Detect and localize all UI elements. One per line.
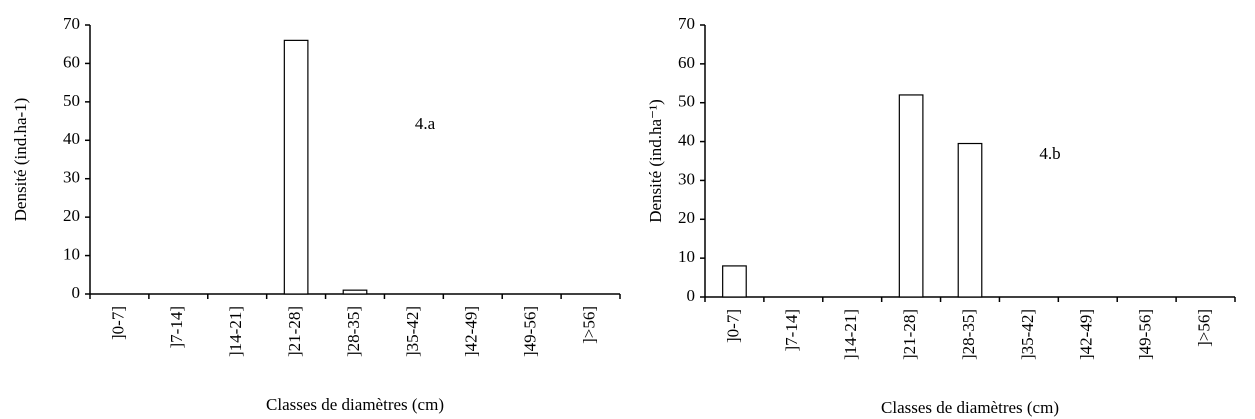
y-tick-label: 0 bbox=[72, 283, 81, 302]
bar bbox=[283, 39, 309, 295]
x-tick-label: ]7-14] bbox=[167, 306, 186, 348]
y-tick-label: 30 bbox=[678, 169, 695, 188]
y-tick-label: 60 bbox=[63, 52, 80, 71]
x-tick-label: ]28-35] bbox=[344, 306, 363, 357]
x-tick-label: ]>56] bbox=[579, 306, 598, 344]
y-tick-label: 30 bbox=[63, 168, 80, 187]
x-tick-label: ]14-21] bbox=[841, 309, 860, 360]
x-tick-label: ]42-49] bbox=[462, 306, 481, 357]
bar bbox=[957, 142, 983, 298]
y-axis-title: Densité (ind.ha⁻¹) bbox=[646, 99, 665, 223]
y-tick-label: 40 bbox=[63, 129, 80, 148]
y-tick-label: 10 bbox=[678, 247, 695, 266]
x-axis-title: Classes de diamètres (cm) bbox=[266, 395, 444, 414]
x-axis-title: Classes de diamètres (cm) bbox=[881, 398, 1059, 417]
y-tick-label: 50 bbox=[678, 92, 695, 111]
x-tick-label: ]0-7] bbox=[723, 309, 742, 343]
y-tick-label: 10 bbox=[63, 244, 80, 263]
annotation: 4.a bbox=[415, 114, 436, 133]
bar bbox=[722, 265, 747, 298]
x-tick-label: ]49-56] bbox=[521, 306, 540, 357]
x-tick-label: ]42-49] bbox=[1077, 309, 1096, 360]
y-tick-label: 70 bbox=[678, 14, 695, 33]
x-tick-label: ]>56] bbox=[1194, 309, 1213, 347]
y-tick-label: 70 bbox=[63, 14, 80, 33]
x-tick-label: ]7-14] bbox=[782, 309, 801, 351]
y-tick-label: 40 bbox=[678, 130, 695, 149]
y-axis-title: Densité (ind.ha-1) bbox=[11, 98, 30, 222]
y-tick-label: 20 bbox=[63, 206, 80, 225]
x-tick-label: ]35-42] bbox=[403, 306, 422, 357]
x-tick-label: ]49-56] bbox=[1136, 309, 1155, 360]
bar bbox=[342, 289, 368, 295]
y-tick-label: 60 bbox=[678, 53, 695, 72]
y-tick-label: 0 bbox=[687, 286, 696, 305]
y-tick-label: 20 bbox=[678, 208, 695, 227]
annotation: 4.b bbox=[1039, 144, 1060, 163]
bar bbox=[898, 94, 924, 298]
x-tick-label: ]28-35] bbox=[959, 309, 978, 360]
y-tick-label: 50 bbox=[63, 91, 80, 110]
x-tick-label: ]21-28] bbox=[900, 309, 919, 360]
x-tick-label: ]0-7] bbox=[108, 306, 127, 340]
x-tick-label: ]35-42] bbox=[1018, 309, 1037, 360]
x-tick-label: ]14-21] bbox=[226, 306, 245, 357]
x-tick-label: ]21-28] bbox=[285, 306, 304, 357]
